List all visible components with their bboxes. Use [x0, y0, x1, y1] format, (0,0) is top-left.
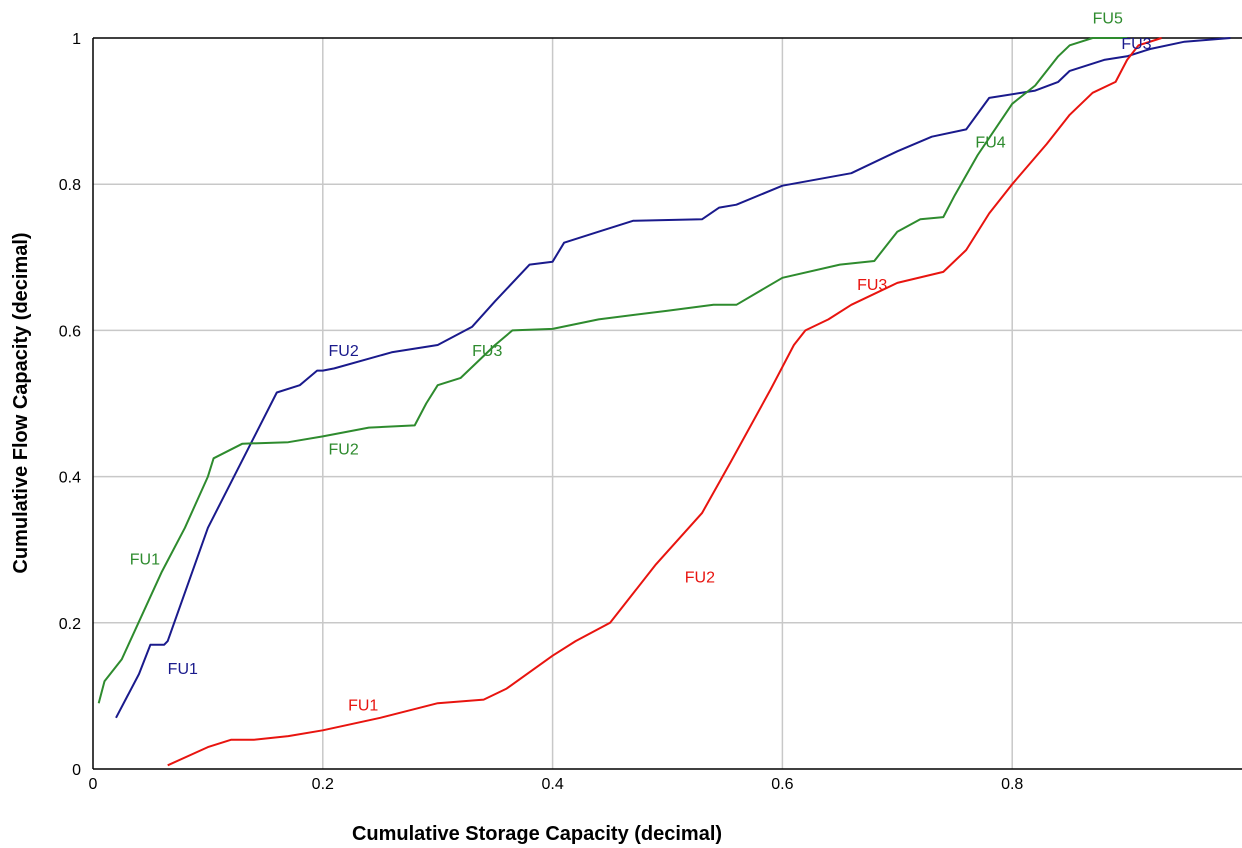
y-axis-title: Cumulative Flow Capacity (decimal): [10, 232, 32, 573]
annotation-label: FU5: [1093, 10, 1123, 27]
annotation-label: FU4: [975, 135, 1005, 152]
annotation-label: FU2: [329, 442, 359, 459]
series-line-0: [115, 37, 1231, 719]
y-tick-label: 0.4: [59, 470, 81, 487]
x-tick-label: 0.4: [541, 776, 563, 793]
annotation-label: FU1: [348, 698, 378, 715]
annotation-label: FU3: [472, 343, 502, 360]
annotation-label: FU3: [857, 277, 887, 294]
annotation-labels: FU1 FU2 FU3 FU1 FU2 FU3 FU4 FU5 FU1 FU2 FU3: [130, 10, 1152, 714]
x-tick-label: 0.8: [1001, 776, 1023, 793]
y-tick-label: 0.8: [59, 177, 81, 194]
tick-labels: 0 0.2 0.4 0.6 0.8 0 0.2 0.4 0.6 0.8 1: [59, 31, 1024, 793]
series-line-1: [97, 37, 1128, 704]
annotation-label: FU2: [329, 343, 359, 360]
y-tick-label: 1: [72, 31, 81, 48]
x-tick-label: 0: [89, 776, 98, 793]
x-axis-title: Cumulative Storage Capacity (decimal): [352, 823, 722, 845]
grid-lines: [92, 37, 1242, 770]
y-tick-label: 0.6: [59, 323, 81, 340]
annotation-label: FU1: [168, 661, 198, 678]
annotation-label: FU3: [1121, 36, 1151, 53]
y-tick-label: 0: [72, 762, 81, 779]
annotation-label: FU2: [685, 570, 715, 587]
annotation-label: FU1: [130, 551, 160, 568]
x-tick-label: 0.2: [312, 776, 334, 793]
series-line-2: [167, 37, 1162, 767]
x-tick-label: 0.6: [771, 776, 793, 793]
series-group: [97, 37, 1231, 767]
y-tick-label: 0.2: [59, 616, 81, 633]
